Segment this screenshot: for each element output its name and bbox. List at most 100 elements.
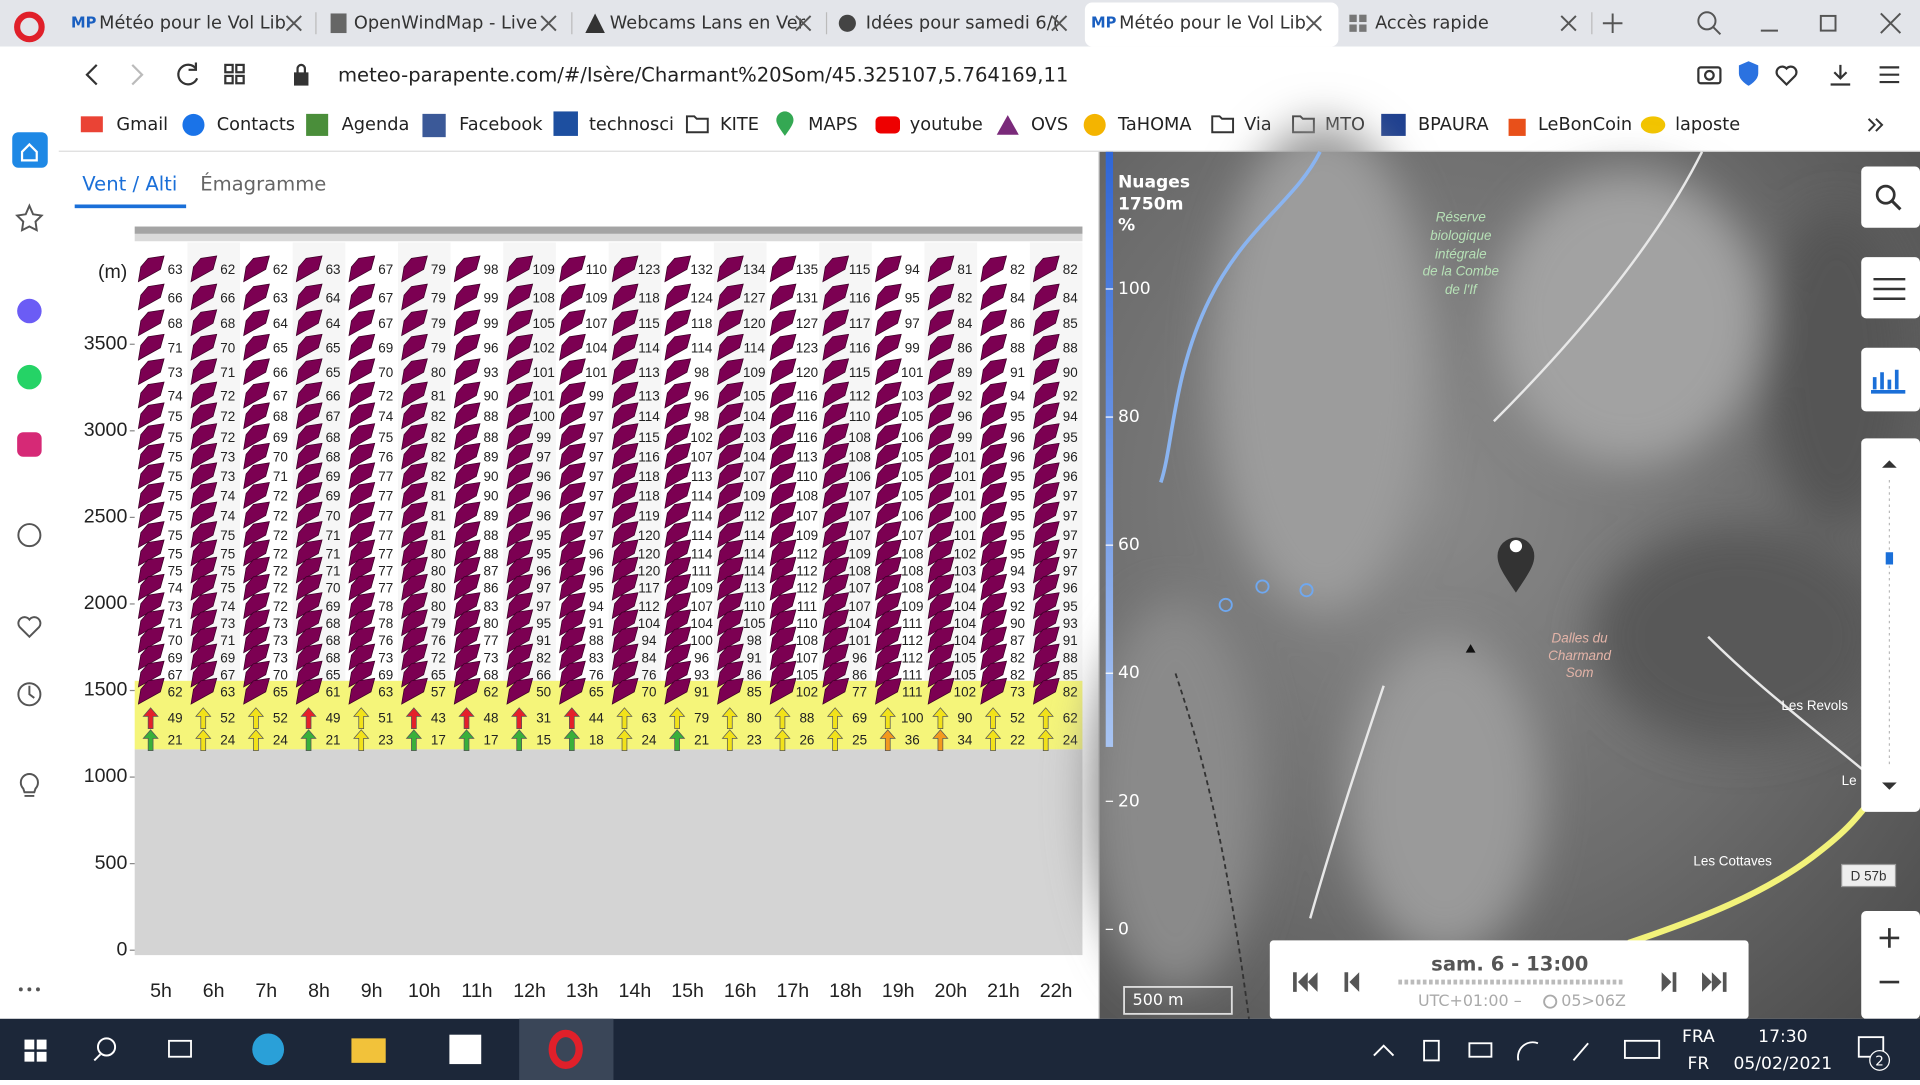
- player[interactable]: [17, 523, 42, 548]
- explorer[interactable]: [351, 1038, 386, 1063]
- wind-arrow: [348, 609, 376, 637]
- wind-arrow: [295, 573, 323, 601]
- bookmark[interactable]: KITE: [720, 115, 759, 135]
- tab-title[interactable]: Accès rapide: [1375, 13, 1489, 33]
- wind-speed: 114: [691, 528, 713, 543]
- bookmark[interactable]: Contacts: [217, 115, 295, 135]
- input-language[interactable]: FRA: [1682, 1027, 1715, 1047]
- wind-speed: 112: [849, 388, 870, 403]
- opera-task[interactable]: [519, 1018, 614, 1080]
- wind-speed: 112: [902, 633, 923, 648]
- instagram[interactable]: [17, 432, 42, 457]
- bookmark[interactable]: youtube: [910, 115, 983, 135]
- y-tick-label: 0: [116, 938, 127, 960]
- zoom-slider[interactable]: [1861, 438, 1920, 812]
- timeline-buttons[interactable]: [1293, 972, 1727, 992]
- tab-title[interactable]: Webcams Lans en Ver: [610, 13, 806, 33]
- wind-speed: 63: [378, 685, 393, 700]
- bookmark[interactable]: TaHOMA: [1117, 115, 1192, 135]
- hour-label: 8h: [308, 980, 330, 1002]
- sidebar-more[interactable]: [18, 987, 40, 992]
- wind-speed: 80: [747, 710, 762, 725]
- tab-title[interactable]: OpenWindMap - Live: [354, 13, 537, 33]
- whatsapp[interactable]: [17, 364, 42, 390]
- wind-arrow: [1032, 462, 1060, 490]
- start-button[interactable]: [24, 1039, 47, 1062]
- wind-arrow: [506, 521, 534, 549]
- bookmarks-panel[interactable]: [17, 616, 42, 639]
- more-bookmarks[interactable]: [1867, 118, 1884, 132]
- panel-tab[interactable]: Émagramme: [200, 172, 326, 195]
- wind-arrow: [769, 381, 797, 409]
- spots[interactable]: [1218, 579, 1314, 612]
- search[interactable]: [96, 1037, 117, 1057]
- location-marker[interactable]: [1497, 537, 1535, 593]
- wind-speed: 88: [799, 710, 814, 725]
- url[interactable]: meteo-parapente.com/#/Isère/Charmant%20S…: [338, 63, 1068, 86]
- opera-logo[interactable]: [14, 11, 45, 43]
- tab-title[interactable]: Météo pour le Vol Lib: [99, 13, 286, 33]
- wind-speed: 72: [220, 430, 235, 445]
- bookmark[interactable]: OVS: [1031, 115, 1068, 135]
- wind-speed: 81: [431, 528, 446, 543]
- wind-speed: 104: [954, 581, 977, 596]
- edge[interactable]: [252, 1033, 285, 1066]
- wind-arrow: [611, 442, 639, 470]
- wind-arrow: [137, 677, 165, 705]
- wind-speed: 72: [220, 409, 235, 424]
- wind-arrow: [401, 660, 428, 688]
- wind-speed: 97: [589, 508, 604, 523]
- wind-speed: 105: [901, 489, 923, 504]
- bookmark[interactable]: laposte: [1675, 115, 1740, 135]
- tab-title[interactable]: Météo pour le Vol Lib: [1119, 13, 1306, 33]
- axis-unit: (m): [98, 261, 127, 283]
- active-tab[interactable]: [1084, 2, 1339, 47]
- tab-icon: [838, 14, 856, 32]
- clock-date[interactable]: 05/02/2021: [1734, 1054, 1833, 1074]
- speed-dial[interactable]: [15, 203, 44, 232]
- wind-speed: 111: [691, 563, 711, 578]
- bookmark[interactable]: Facebook: [459, 115, 543, 135]
- wind-arrow: [822, 309, 850, 337]
- wind-speed: 97: [1063, 528, 1078, 543]
- search-button[interactable]: [1861, 166, 1920, 228]
- toolbar-icons[interactable]: [1697, 61, 1900, 87]
- wind-speed: 94: [589, 599, 604, 614]
- wind-speed: 88: [1010, 341, 1025, 356]
- home-button[interactable]: [12, 132, 48, 168]
- tips[interactable]: [19, 773, 39, 797]
- bookmark[interactable]: MAPS: [808, 115, 857, 135]
- top-strip: [134, 233, 1083, 242]
- wind-speed: 82: [1010, 650, 1025, 665]
- clock-time[interactable]: 17:30: [1758, 1027, 1807, 1047]
- wind-arrow: [137, 660, 165, 688]
- wind-speed: 105: [796, 667, 818, 682]
- wind-speed: 70: [326, 581, 341, 596]
- zoom-buttons[interactable]: [1861, 911, 1920, 1019]
- nav-buttons[interactable]: [85, 62, 309, 86]
- bookmark[interactable]: Gmail: [116, 115, 168, 135]
- wind-arrow: [1032, 402, 1060, 430]
- wind-speed: 75: [168, 528, 183, 543]
- bookmark[interactable]: Via: [1244, 115, 1272, 135]
- tab-title[interactable]: Idées pour samedi 6/(: [866, 13, 1060, 33]
- tab-close-buttons[interactable]: [285, 11, 1902, 35]
- panel-tab-active[interactable]: Vent / Alti: [82, 172, 177, 195]
- keyboard-layout[interactable]: FR: [1687, 1054, 1709, 1074]
- tray-expand[interactable]: [1373, 1044, 1395, 1057]
- history[interactable]: [17, 682, 42, 707]
- wind-speed: 124: [690, 290, 713, 305]
- messenger[interactable]: [17, 298, 42, 324]
- wind-speed: 120: [638, 563, 660, 578]
- wind-arrow: [506, 462, 534, 490]
- bookmark[interactable]: LeBonCoin: [1538, 115, 1632, 135]
- bookmark[interactable]: technosci: [589, 115, 674, 135]
- store[interactable]: [449, 1034, 482, 1065]
- wind-arrow: [243, 556, 270, 584]
- wind-arrow: [300, 707, 317, 729]
- tray-icons[interactable]: [1423, 1039, 1661, 1062]
- bookmark[interactable]: Agenda: [342, 115, 410, 135]
- task-view[interactable]: [168, 1039, 192, 1058]
- bookmark[interactable]: BPAURA: [1418, 115, 1489, 135]
